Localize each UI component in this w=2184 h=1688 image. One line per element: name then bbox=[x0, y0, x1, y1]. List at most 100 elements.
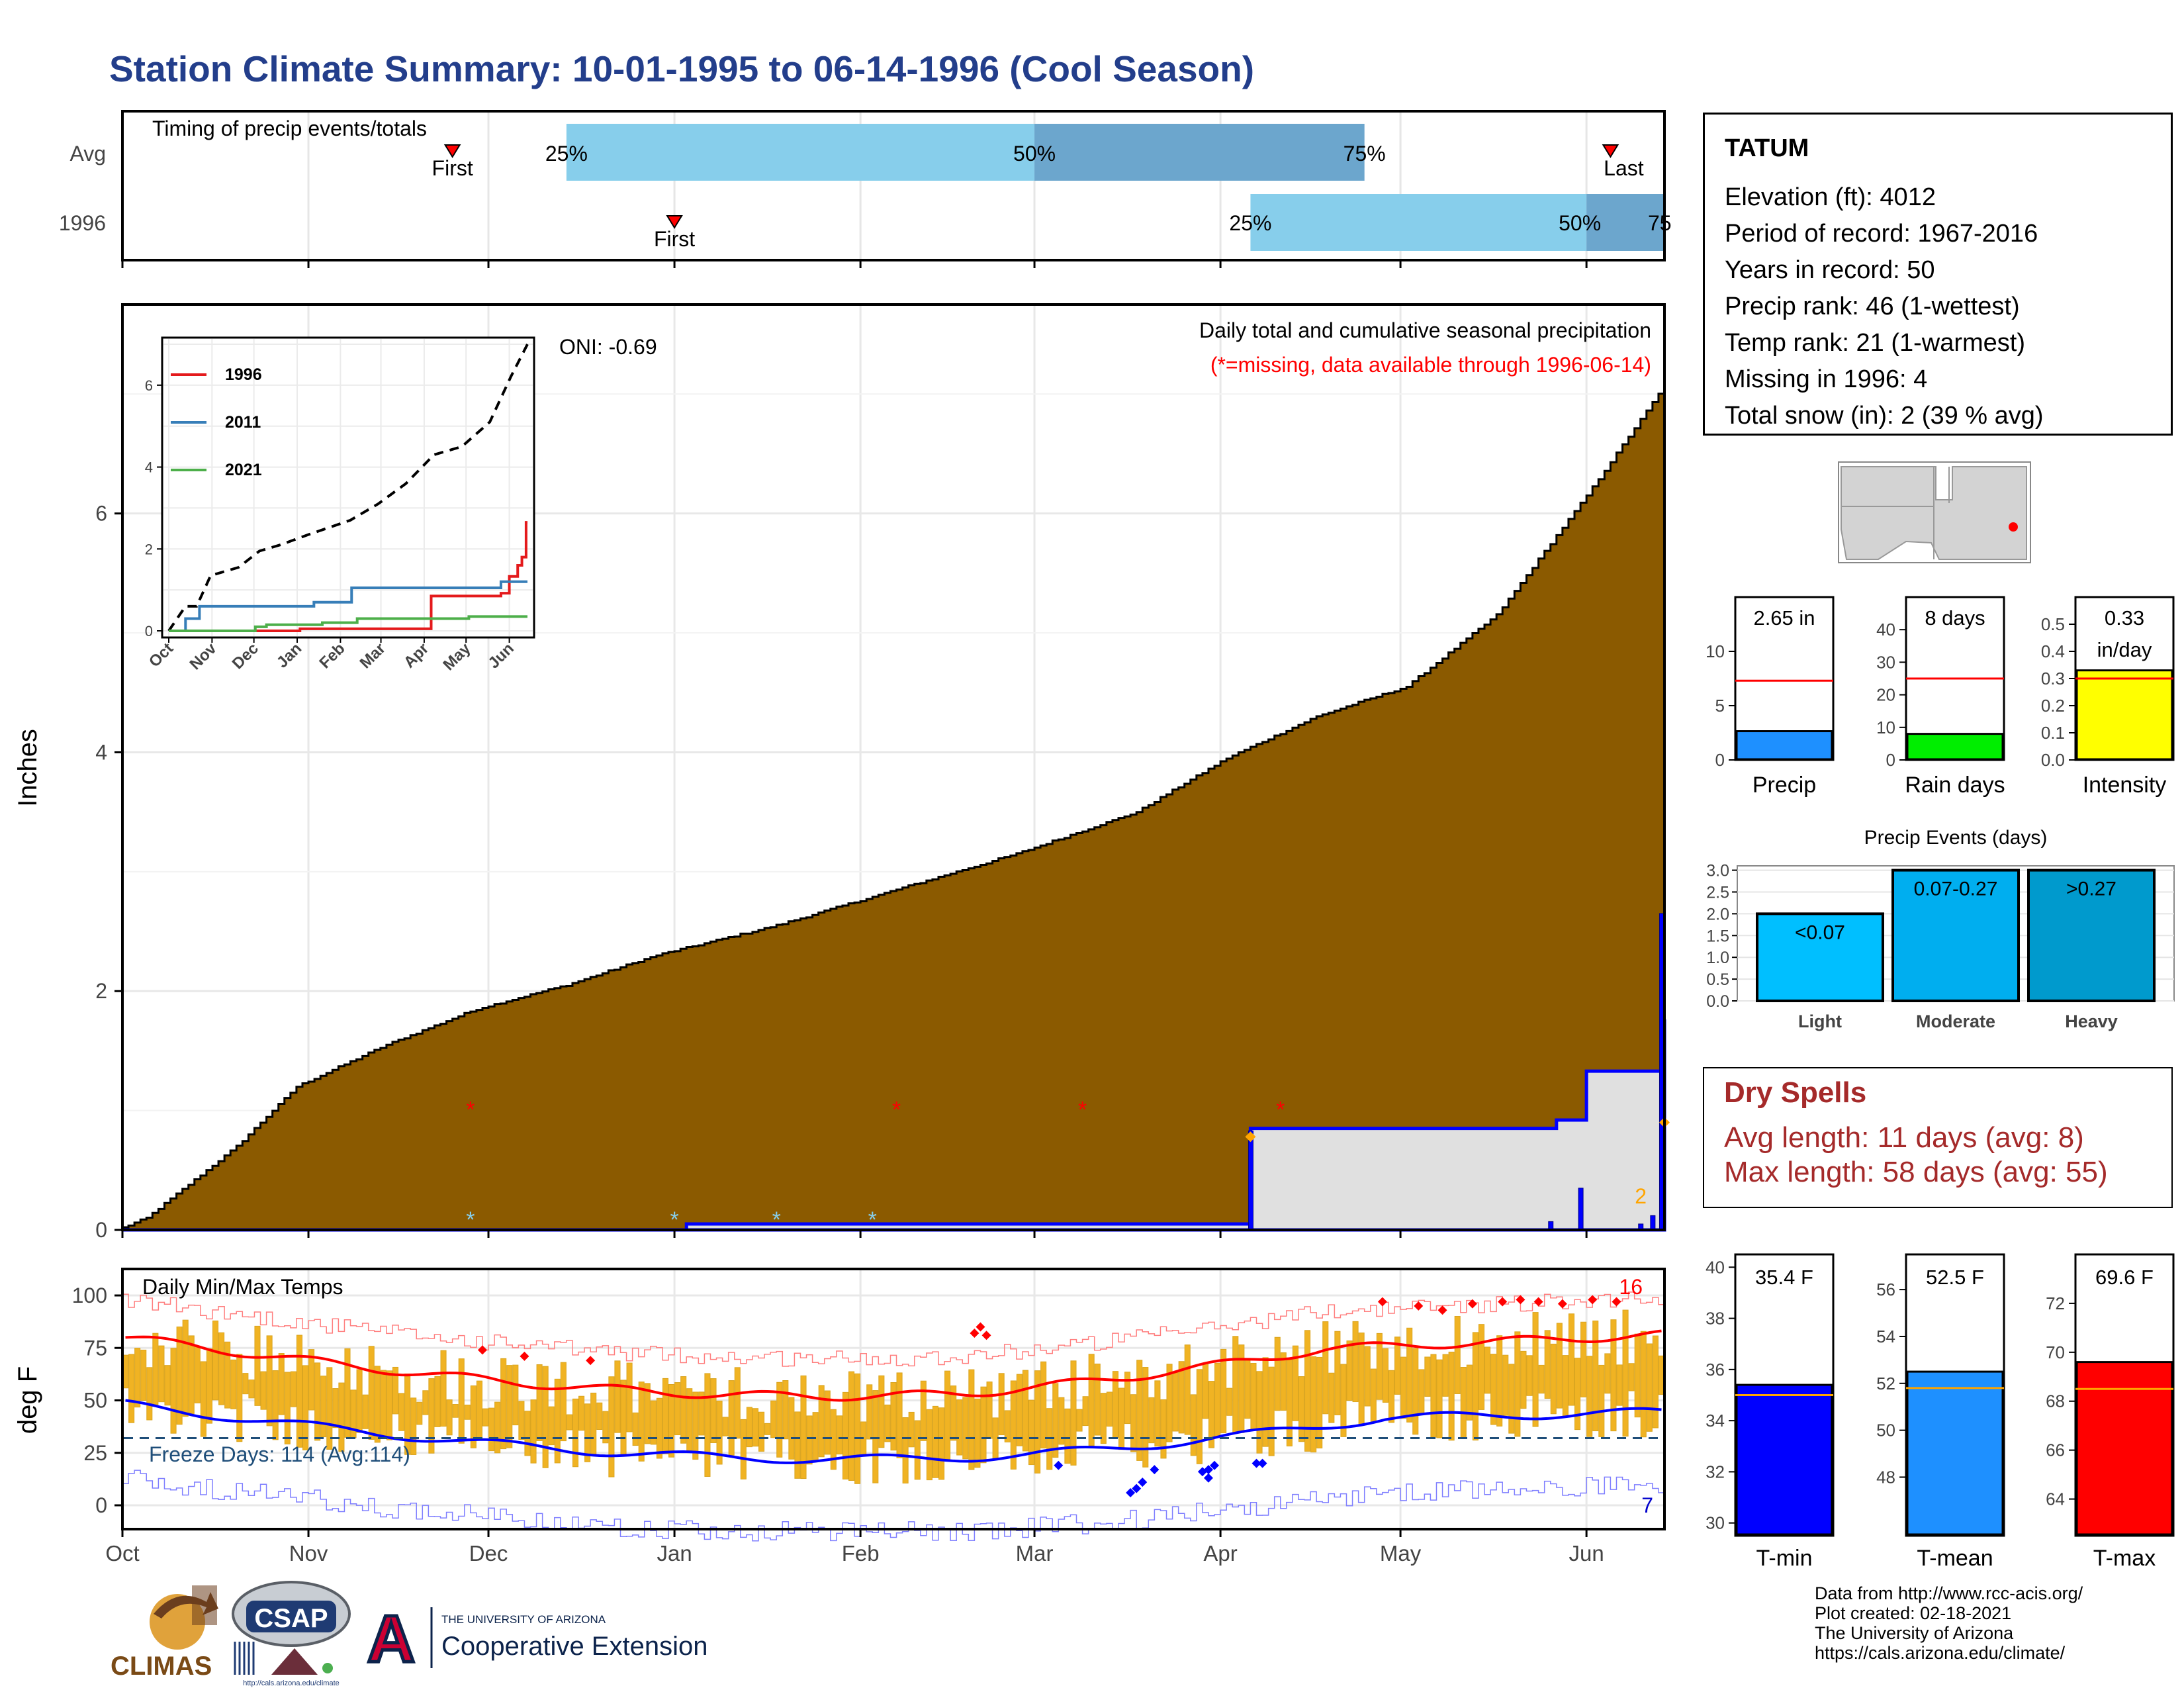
daily-temp-bar bbox=[848, 1371, 855, 1481]
daily-temp-bar bbox=[788, 1397, 795, 1460]
daily-temp-bar bbox=[1382, 1348, 1388, 1403]
daily-temp-bar bbox=[242, 1373, 249, 1395]
credit-plot-created: Plot created: 02-18-2021 bbox=[1815, 1603, 2012, 1623]
mini-bar-tick-label: 0.5 bbox=[2041, 614, 2065, 634]
daily-temp-bar bbox=[890, 1382, 897, 1451]
record-high-point bbox=[1533, 1297, 1543, 1307]
daily-temp-bar bbox=[1454, 1315, 1461, 1394]
daily-temp-bar bbox=[320, 1376, 327, 1438]
daily-temp-bar bbox=[362, 1394, 369, 1429]
mini-bar-tick-label: 0.1 bbox=[2041, 723, 2065, 743]
daily-temp-bar bbox=[470, 1385, 477, 1448]
events-ytick-label: 2.0 bbox=[1706, 905, 1729, 923]
ua-logo-letter: A bbox=[367, 1602, 415, 1676]
daily-temp-bar bbox=[1574, 1358, 1581, 1430]
record-high-point bbox=[477, 1345, 487, 1355]
daily-temp-bar bbox=[824, 1390, 831, 1455]
credit-university: The University of Arizona bbox=[1815, 1623, 2014, 1643]
daily-temp-bar bbox=[1484, 1346, 1491, 1394]
temp-xtick-label: Oct bbox=[105, 1541, 139, 1566]
daily-temp-bar bbox=[1208, 1381, 1215, 1448]
season-summary-bars: 2.65 in Precip 0 5 10 8 days Rain days 0 10 20 30 4… bbox=[1706, 596, 2175, 798]
events-ytick-label: 0.5 bbox=[1706, 970, 1729, 989]
inset-line-1996 bbox=[169, 521, 527, 632]
csap-logo: CSAP http://cals.arizona.edu/climate bbox=[232, 1581, 351, 1687]
daily-temp-bar bbox=[206, 1348, 212, 1424]
daily-temp-bar bbox=[446, 1399, 453, 1436]
temp-summary-tick-label: 36 bbox=[1706, 1360, 1725, 1380]
daily-temp-bar bbox=[884, 1404, 891, 1442]
record-high-point bbox=[586, 1356, 596, 1366]
mini-bar-tick-label: 5 bbox=[1715, 696, 1725, 716]
daily-temp-bar bbox=[1220, 1348, 1227, 1434]
cumulative-average-area bbox=[121, 393, 1666, 1231]
timing-avg-first-label: First bbox=[432, 156, 473, 180]
daily-temp-bar bbox=[182, 1319, 189, 1417]
daily-temp-bar bbox=[1262, 1357, 1269, 1447]
station-location-marker bbox=[2009, 522, 2018, 532]
daily-temp-bar bbox=[752, 1408, 759, 1447]
daily-temp-bar bbox=[974, 1398, 981, 1468]
daily-temp-bar bbox=[1304, 1330, 1311, 1452]
daily-temp-bar bbox=[188, 1335, 195, 1414]
temp-summary-tick-label: 68 bbox=[2046, 1391, 2065, 1411]
daily-temp-bar bbox=[1346, 1340, 1353, 1401]
snow-label: 2 bbox=[1635, 1184, 1647, 1208]
daily-temp-bar bbox=[536, 1364, 543, 1441]
temp-summary-tick-label: 50 bbox=[1876, 1421, 1895, 1440]
snow-event-marker bbox=[1245, 1131, 1256, 1143]
daily-temp-bar bbox=[314, 1362, 321, 1441]
csap-url: http://cals.arizona.edu/climate bbox=[243, 1679, 340, 1687]
daily-temp-bar bbox=[932, 1405, 938, 1478]
daily-temp-bar bbox=[194, 1346, 201, 1403]
daily-temp-bar bbox=[548, 1406, 555, 1446]
mini-bar-label: Precip bbox=[1752, 773, 1816, 798]
daily-temp-bar bbox=[200, 1361, 206, 1437]
daily-temp-bar bbox=[1232, 1336, 1239, 1433]
daily-temp-bar bbox=[1418, 1369, 1425, 1415]
daily-temp-bar bbox=[662, 1378, 669, 1454]
main-ytick-label: 4 bbox=[95, 740, 107, 764]
daily-temp-bar bbox=[434, 1376, 441, 1427]
daily-temp-bar bbox=[794, 1411, 801, 1479]
daily-temp-bar bbox=[1292, 1345, 1298, 1421]
mini-bar-value bbox=[1906, 733, 2004, 761]
daily-temp-bar bbox=[554, 1378, 561, 1464]
daily-temp-bar bbox=[386, 1370, 392, 1440]
mini-bar-value-label: 0.33 bbox=[2105, 606, 2144, 630]
daily-temp-bar bbox=[1034, 1370, 1041, 1474]
timing-avg-bar-25-50 bbox=[566, 124, 1035, 181]
daily-temp-bar bbox=[512, 1364, 519, 1426]
daily-temp-bar bbox=[920, 1380, 927, 1441]
station-precip-rank: Precip rank: 46 (1-wettest) bbox=[1725, 293, 2020, 320]
daily-temp-bar bbox=[950, 1385, 957, 1441]
daily-temp-bar bbox=[1214, 1362, 1221, 1438]
daily-temp-bar bbox=[1274, 1336, 1281, 1411]
daily-temp-bar bbox=[866, 1384, 873, 1440]
daily-temp-bar bbox=[1052, 1383, 1059, 1458]
daily-temp-bar bbox=[374, 1366, 381, 1443]
daily-temp-bar bbox=[1280, 1352, 1287, 1411]
daily-temp-bar bbox=[620, 1380, 627, 1455]
daily-temp-bar bbox=[1136, 1360, 1143, 1461]
daily-temp-bar bbox=[338, 1382, 345, 1452]
daily-temp-bar bbox=[1442, 1354, 1449, 1397]
record-high-point bbox=[1588, 1295, 1598, 1305]
timing-1996-first-marker bbox=[666, 215, 683, 229]
dry-spells-box: Dry Spells Avg length: 11 days (avg: 8) … bbox=[1703, 1067, 2173, 1208]
daily-temp-bar bbox=[128, 1354, 135, 1423]
daily-temp-bar bbox=[410, 1397, 417, 1455]
daily-temp-bar bbox=[284, 1372, 291, 1444]
daily-temp-bar bbox=[1652, 1335, 1659, 1429]
daily-temp-bar bbox=[968, 1369, 975, 1470]
daily-temp-bar bbox=[728, 1380, 735, 1456]
daily-temp-bar bbox=[572, 1398, 579, 1468]
timing-avg-last-marker bbox=[1602, 144, 1619, 158]
missing-marker: * bbox=[1078, 1098, 1087, 1123]
precip-events-chart: Precip Events (days) 0.0 0.5 1.0 1.5 2.0 2.5 3.… bbox=[1706, 827, 2175, 1031]
events-bar-range: <0.07 bbox=[1795, 921, 1845, 943]
daily-temp-bar bbox=[1064, 1408, 1071, 1464]
daily-temp-bar bbox=[1412, 1348, 1419, 1435]
station-period: Period of record: 1967-2016 bbox=[1725, 220, 2038, 248]
daily-temp-bar bbox=[1286, 1359, 1293, 1446]
